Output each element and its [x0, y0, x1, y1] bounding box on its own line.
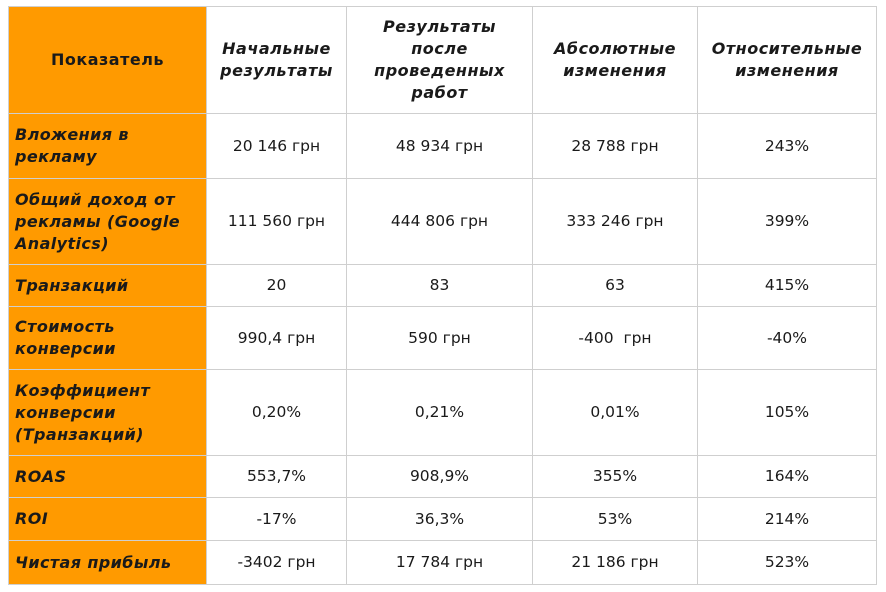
cell-after: 0,21% [346, 369, 533, 456]
header-results-after-work: Результаты после проведенных работ [346, 6, 533, 114]
row-label-conversion-cost: Стоимость конверсии [8, 306, 207, 370]
cell-relative: 415% [697, 264, 877, 307]
row-label-ad-spend: Вложения в рекламу [8, 113, 207, 179]
cell-relative: -40% [697, 306, 877, 370]
row-label-conversion-rate: Коэффициент конверсии (Транзакций) [8, 369, 207, 456]
cell-relative: 523% [697, 540, 877, 585]
cell-relative: 105% [697, 369, 877, 456]
cell-initial: -3402 грн [206, 540, 347, 585]
row-label-transactions: Транзакций [8, 264, 207, 307]
cell-initial: 0,20% [206, 369, 347, 456]
table-row: ROI -17% 36,3% 53% 214% [8, 497, 877, 541]
cell-relative: 164% [697, 455, 877, 498]
table-row: Транзакций 20 83 63 415% [8, 264, 877, 307]
cell-absolute: 0,01% [532, 369, 698, 456]
cell-after: 908,9% [346, 455, 533, 498]
header-relative-change: Относительные изменения [697, 6, 877, 114]
table-row: ROAS 553,7% 908,9% 355% 164% [8, 455, 877, 498]
cell-absolute: 355% [532, 455, 698, 498]
cell-absolute: 28 788 грн [532, 113, 698, 179]
cell-relative: 243% [697, 113, 877, 179]
cell-absolute: 63 [532, 264, 698, 307]
cell-after: 36,3% [346, 497, 533, 541]
cell-absolute: 21 186 грн [532, 540, 698, 585]
cell-after: 590 грн [346, 306, 533, 370]
header-initial-results: Начальные результаты [206, 6, 347, 114]
cell-initial: 20 [206, 264, 347, 307]
results-table: Показатель Начальные результаты Результа… [8, 6, 877, 585]
cell-after: 444 806 грн [346, 178, 533, 265]
cell-after: 48 934 грн [346, 113, 533, 179]
row-label-roi: ROI [8, 497, 207, 541]
table-row: Чистая прибыль -3402 грн 17 784 грн 21 1… [8, 540, 877, 585]
cell-initial: 20 146 грн [206, 113, 347, 179]
table-row: Общий доход от рекламы (Google Analytics… [8, 178, 877, 265]
cell-initial: 111 560 грн [206, 178, 347, 265]
table-row: Коэффициент конверсии (Транзакций) 0,20%… [8, 369, 877, 456]
cell-relative: 214% [697, 497, 877, 541]
row-label-roas: ROAS [8, 455, 207, 498]
row-label-net-profit: Чистая прибыль [8, 540, 207, 585]
header-indicator: Показатель [8, 6, 207, 114]
cell-absolute: 53% [532, 497, 698, 541]
row-label-ad-revenue: Общий доход от рекламы (Google Analytics… [8, 178, 207, 265]
cell-absolute: -400 грн [532, 306, 698, 370]
cell-after: 17 784 грн [346, 540, 533, 585]
header-row: Показатель Начальные результаты Результа… [8, 6, 877, 114]
table-row: Стоимость конверсии 990,4 грн 590 грн -4… [8, 306, 877, 370]
table-row: Вложения в рекламу 20 146 грн 48 934 грн… [8, 113, 877, 179]
cell-initial: -17% [206, 497, 347, 541]
cell-initial: 990,4 грн [206, 306, 347, 370]
results-table-wrapper: Показатель Начальные результаты Результа… [8, 6, 877, 585]
cell-relative: 399% [697, 178, 877, 265]
cell-after: 83 [346, 264, 533, 307]
cell-absolute: 333 246 грн [532, 178, 698, 265]
header-absolute-change: Абсолютные изменения [532, 6, 698, 114]
cell-initial: 553,7% [206, 455, 347, 498]
